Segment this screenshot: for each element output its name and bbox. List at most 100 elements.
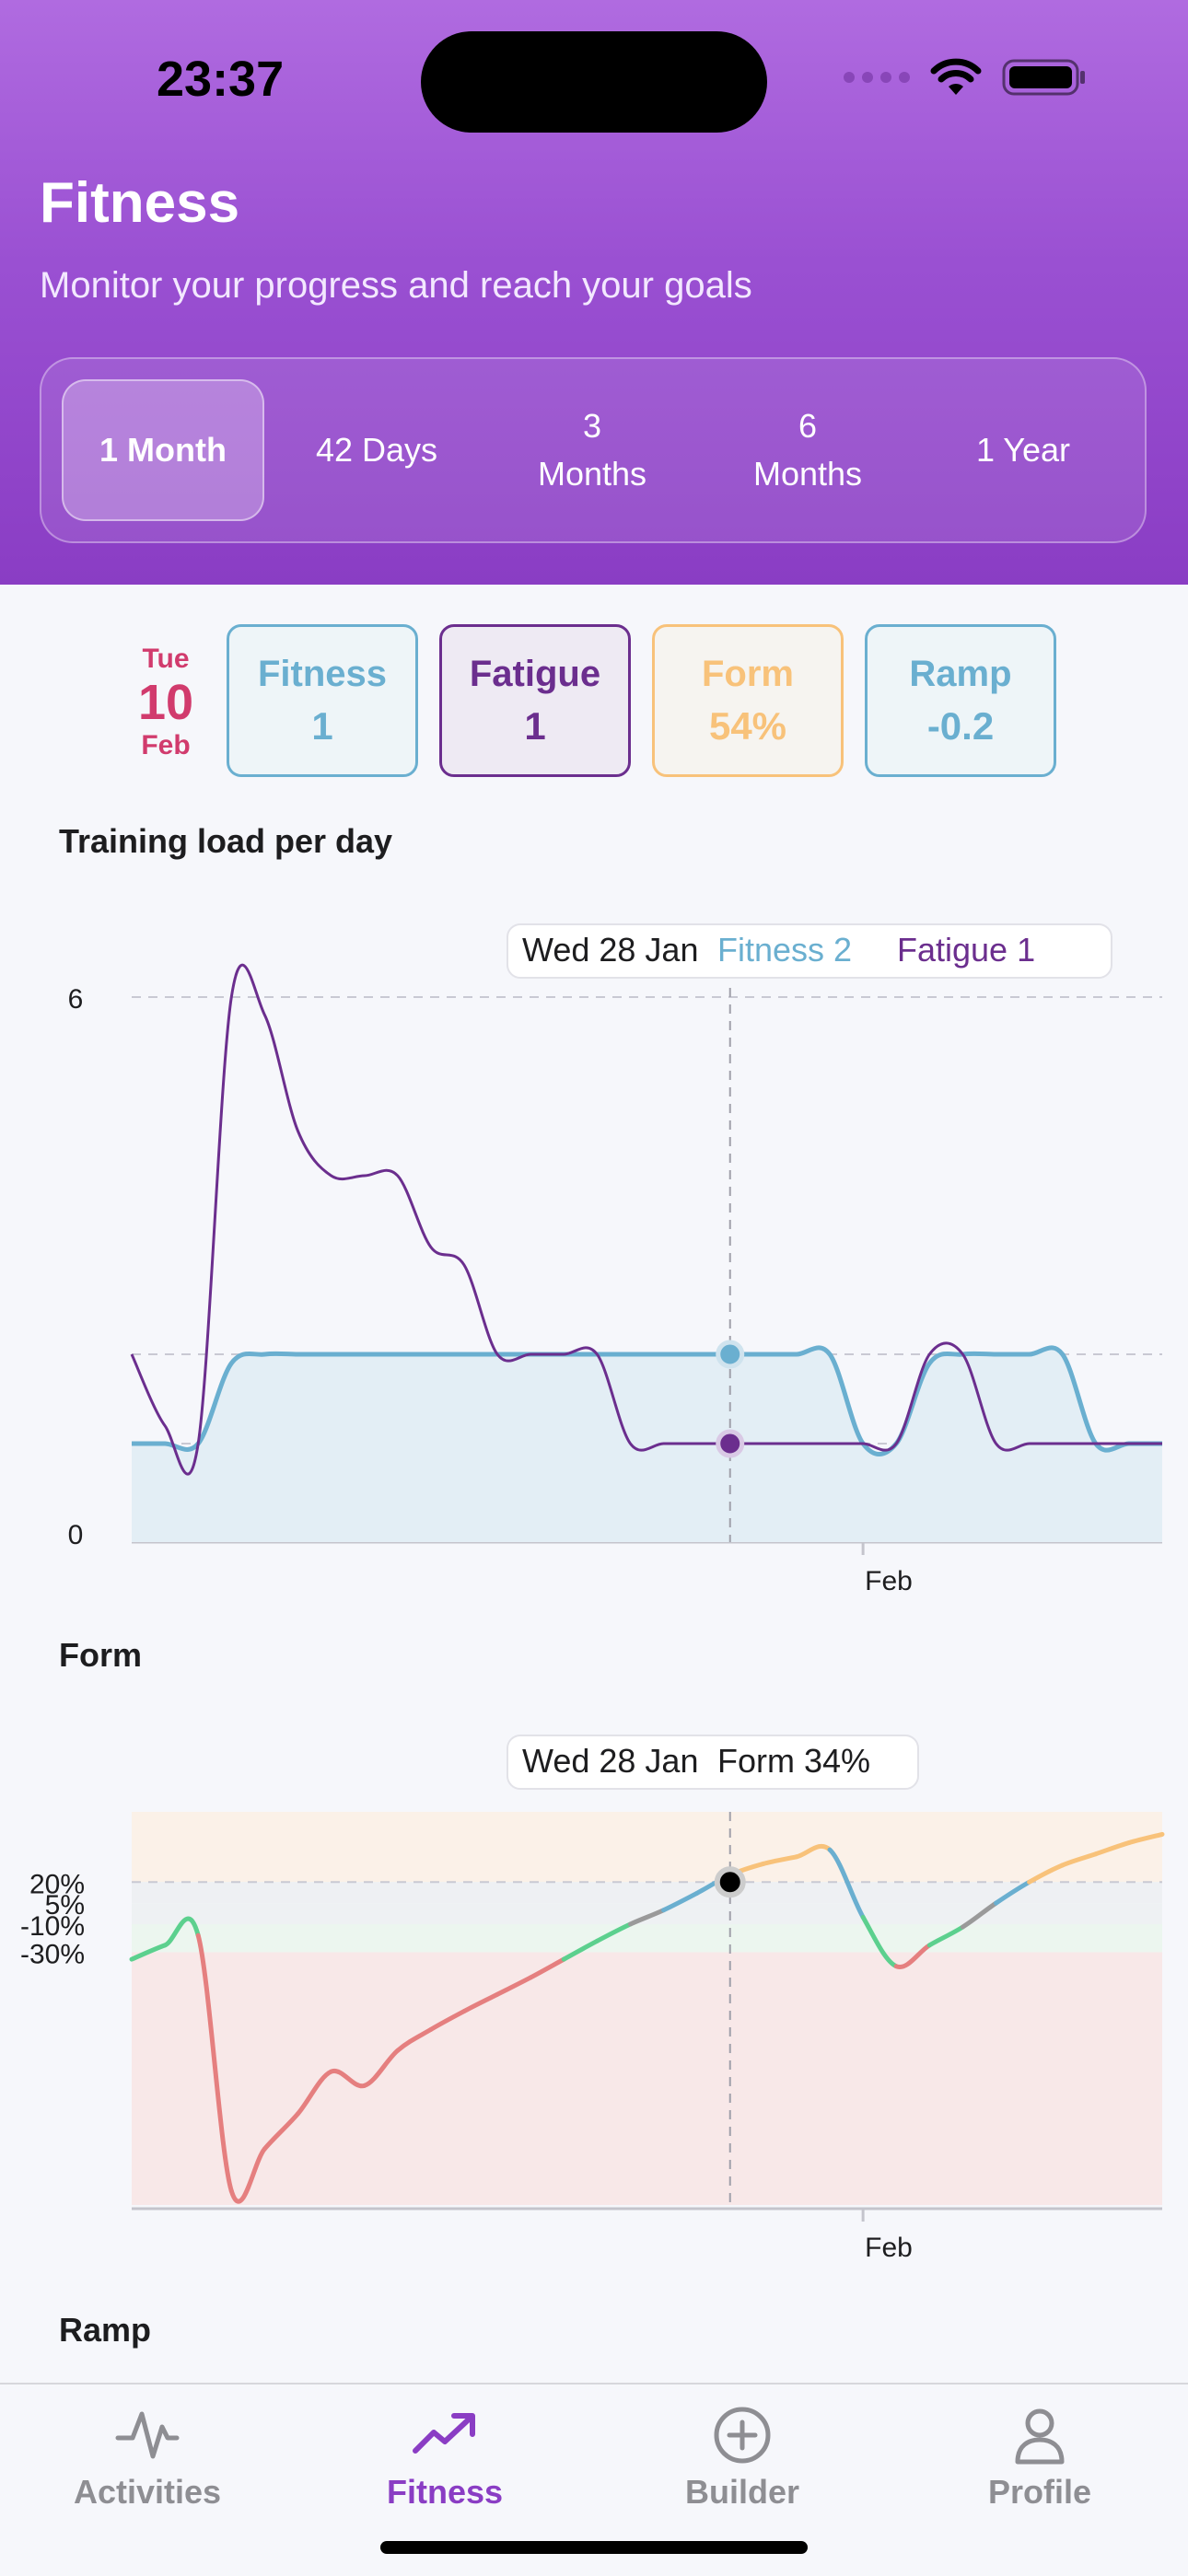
y-tick-label: 5% [45,1890,85,1920]
range-tab-3-months[interactable]: 3 Months [537,407,647,493]
form-line-segment [627,1908,667,1927]
form-line-segment [528,1956,566,1980]
tab-activities[interactable]: Activities [37,2405,258,2512]
form-zone [132,1812,1162,1883]
page-subtitle: Monitor your progress and reach your goa… [40,265,752,306]
y-tick-label: 20% [29,1869,85,1899]
date-day: 10 [137,675,194,730]
time-range-selector: 1 Month 42 Days 3 Months 6 Months 1 Year [40,357,1147,543]
form-line-segment [195,1932,234,2194]
tab-label: Builder [684,2473,799,2511]
form-line-segment [362,2048,401,2088]
form-point [714,1866,746,1898]
tab-fitness[interactable]: Fitness [334,2405,555,2512]
plus-circle-icon [714,2407,771,2464]
battery-icon [1002,59,1085,96]
form-line-segment [461,1991,500,2014]
tab-builder[interactable]: Builder [632,2405,853,2512]
form-line-segment [860,1914,899,1969]
metric-value: -0.2 [926,703,995,748]
range-tab-6-months[interactable]: 6 Months [752,407,863,493]
wifi-icon [930,58,982,95]
page-title: Fitness [40,171,240,235]
summary-row: Tue 10 Feb Fitness 1 Fatigue 1 Form 54% … [0,624,1188,781]
form-line-segment [1027,1862,1066,1885]
trending-up-icon [413,2413,475,2454]
metric-label: Fatigue [469,653,601,694]
form-title: Form [59,1636,142,1674]
form-line-segment [228,2146,267,2204]
tooltip-box [507,1735,919,1790]
form-line-segment [295,2069,334,2117]
form-line-segment [1060,1851,1099,1868]
metric-label: Ramp [909,653,1012,694]
form-line-segment [594,1921,633,1944]
tooltip-date: Wed 28 Jan [522,1742,698,1780]
form-line-segment [428,2009,467,2032]
form-zone [132,1882,1162,1904]
date-month: Feb [141,730,191,760]
metric-value: 54% [708,703,787,748]
y-tick-label: -30% [20,1940,85,1970]
form-line-segment [561,1938,600,1962]
cellular-icon [844,72,910,83]
form-line-segment [395,2026,434,2053]
person-icon [1015,2408,1065,2465]
form-zone [132,1952,1162,2205]
form-line-segment [495,1975,533,1997]
tab-label: Fitness [386,2473,504,2511]
form-chart[interactable]: 20%5%-10%-30% Feb Wed 28 Jan Form 34% [0,1726,1188,2279]
form-line-segment [1093,1840,1132,1857]
form-line-segment [960,1900,999,1930]
training-load-title: Training load per day [59,822,393,860]
header: 23:37 Fitness Monitor your progress and … [0,0,1188,585]
status-icons [844,57,1087,98]
ramp-title: Ramp [59,2311,152,2349]
form-line-segment [162,1916,201,1948]
x-tick-label: Feb [865,2233,913,2263]
tooltip-box [507,923,1112,979]
date-weekday: Tue [142,644,190,674]
form-zone [132,1924,1162,1953]
dynamic-island [421,31,767,133]
form-line-segment [827,1847,866,1920]
tab-profile[interactable]: Profile [929,2405,1150,2512]
chart-tooltip: Wed 28 Jan Form 34% [507,1735,919,1790]
metric-label: Fitness [257,653,388,694]
metric-value: 1 [311,703,333,748]
metric-form[interactable]: Form 54% [652,624,844,777]
metric-value: 1 [524,703,546,748]
training-load-chart[interactable]: 0 6 Feb Wed 28 Jan Fitness 2 Fatigue 1 [0,911,1188,1620]
fitness-line [132,1345,1162,1456]
selected-date: Tue 10 Feb [129,643,203,762]
metric-fitness[interactable]: Fitness 1 [227,624,418,777]
form-line-segment [661,1890,700,1913]
range-tab-42-days[interactable]: 42 Days [315,431,438,469]
form-line-segment [329,2069,367,2089]
form-line-segment [794,1843,833,1860]
x-tick-label: Feb [865,1566,913,1596]
fitness-area [132,1347,1162,1542]
metric-label: Form [702,653,794,694]
form-zone [132,1903,1162,1924]
tab-label: Profile [987,2473,1092,2511]
y-tick-label: 0 [68,1520,84,1550]
chart-tooltip: Wed 28 Jan Fitness 2 Fatigue 1 [507,923,1112,979]
fitness-point [716,1340,745,1369]
form-line-segment [926,1924,965,1948]
home-indicator [380,2541,808,2554]
tooltip-value: Fitness 2 [717,931,852,969]
form-line-segment [129,1943,168,1962]
tooltip-value: Fatigue 1 [897,931,1035,969]
metric-fatigue[interactable]: Fatigue 1 [439,624,631,777]
form-line-segment [994,1879,1032,1906]
metric-ramp[interactable]: Ramp -0.2 [865,624,1056,777]
tab-label: Activities [73,2473,222,2511]
form-line-segment [761,1854,799,1866]
range-tab-1-month[interactable]: 1 Month [62,379,264,521]
tooltip-value: Form 34% [717,1742,870,1780]
range-tab-1-year[interactable]: 1 Year [975,431,1071,469]
form-line-segment [893,1943,932,1969]
fatigue-point [716,1429,745,1458]
form-line-segment [1126,1831,1165,1846]
